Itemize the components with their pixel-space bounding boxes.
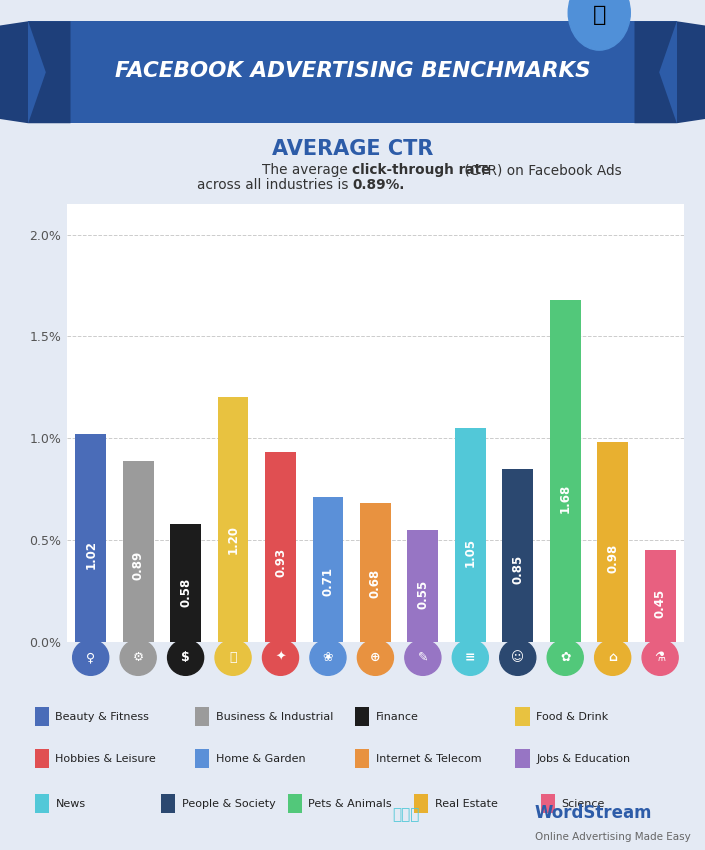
Text: 0.45: 0.45 (654, 589, 667, 618)
Bar (407, 530, 439, 642)
Circle shape (500, 640, 536, 675)
Circle shape (405, 640, 441, 675)
Text: Hobbies & Leisure: Hobbies & Leisure (56, 754, 157, 763)
Text: WordStream: WordStream (535, 804, 652, 822)
Text: ✦: ✦ (275, 651, 286, 664)
FancyBboxPatch shape (515, 706, 529, 727)
Text: click-through rate: click-through rate (352, 163, 491, 177)
Text: across all industries is: across all industries is (197, 178, 352, 192)
FancyBboxPatch shape (35, 749, 49, 768)
Circle shape (120, 640, 157, 675)
Text: 1.68: 1.68 (559, 484, 572, 513)
Text: AVERAGE CTR: AVERAGE CTR (272, 139, 433, 159)
Text: ♀: ♀ (86, 651, 95, 664)
FancyBboxPatch shape (355, 706, 369, 727)
Text: 0.85: 0.85 (511, 554, 525, 584)
Bar (312, 497, 343, 642)
Text: ⊕: ⊕ (370, 651, 381, 664)
Bar (265, 452, 296, 642)
Circle shape (453, 640, 489, 675)
FancyBboxPatch shape (161, 794, 176, 813)
Text: The average: The average (262, 163, 352, 177)
FancyBboxPatch shape (541, 794, 555, 813)
FancyBboxPatch shape (195, 706, 209, 727)
Text: Food & Drink: Food & Drink (536, 711, 608, 722)
Text: Home & Garden: Home & Garden (216, 754, 305, 763)
Circle shape (642, 640, 678, 675)
FancyBboxPatch shape (195, 749, 209, 768)
Circle shape (73, 640, 109, 675)
FancyBboxPatch shape (515, 749, 529, 768)
Bar (360, 503, 391, 642)
Text: Science: Science (561, 798, 605, 808)
Text: 👍: 👍 (593, 5, 606, 25)
Text: Finance: Finance (376, 711, 419, 722)
Text: ⚙: ⚙ (133, 651, 144, 664)
Text: 0.55: 0.55 (417, 580, 429, 609)
Text: (CTR) on Facebook Ads: (CTR) on Facebook Ads (460, 163, 622, 177)
Text: ≡: ≡ (465, 651, 476, 664)
Bar (644, 550, 675, 642)
Text: Internet & Telecom: Internet & Telecom (376, 754, 482, 763)
FancyBboxPatch shape (35, 706, 49, 727)
Text: ⚗: ⚗ (654, 651, 666, 664)
Text: 〜〜〜: 〜〜〜 (392, 807, 419, 822)
Bar (123, 461, 154, 642)
Text: 1.05: 1.05 (464, 537, 477, 566)
Text: People & Society: People & Society (182, 798, 276, 808)
Circle shape (568, 0, 630, 50)
Text: ✎: ✎ (417, 651, 428, 664)
Text: Online Advertising Made Easy: Online Advertising Made Easy (535, 832, 690, 842)
Bar (597, 442, 628, 642)
Bar (218, 398, 248, 642)
FancyBboxPatch shape (35, 794, 49, 813)
Text: ☺: ☺ (511, 651, 525, 664)
Text: ⌂: ⌂ (608, 651, 617, 664)
Bar (455, 428, 486, 642)
FancyBboxPatch shape (414, 794, 429, 813)
Bar (550, 300, 581, 642)
Circle shape (215, 640, 251, 675)
Circle shape (168, 640, 204, 675)
Text: Beauty & Fitness: Beauty & Fitness (56, 711, 149, 722)
Text: 1.02: 1.02 (84, 540, 97, 569)
Circle shape (357, 640, 393, 675)
Text: 0.68: 0.68 (369, 569, 382, 598)
Text: Business & Industrial: Business & Industrial (216, 711, 333, 722)
Circle shape (262, 640, 298, 675)
Text: 0.89%.: 0.89%. (352, 178, 405, 192)
Circle shape (594, 640, 631, 675)
Text: News: News (56, 798, 85, 808)
FancyBboxPatch shape (355, 749, 369, 768)
Text: ✿: ✿ (560, 651, 570, 664)
Text: 0.71: 0.71 (321, 567, 334, 596)
Text: FACEBOOK ADVERTISING BENCHMARKS: FACEBOOK ADVERTISING BENCHMARKS (115, 60, 590, 81)
Text: 0.89: 0.89 (132, 551, 145, 581)
Circle shape (310, 640, 346, 675)
Text: Pets & Animals: Pets & Animals (308, 798, 392, 808)
Text: 0.98: 0.98 (606, 543, 619, 573)
Text: ❀: ❀ (323, 651, 333, 664)
Text: 0.58: 0.58 (179, 577, 192, 607)
Bar (75, 434, 106, 642)
Bar (503, 468, 533, 642)
Text: Jobs & Education: Jobs & Education (536, 754, 630, 763)
Text: 1.20: 1.20 (226, 524, 240, 553)
Text: $: $ (181, 651, 190, 664)
Text: 0.93: 0.93 (274, 547, 287, 577)
Text: 🍴: 🍴 (229, 651, 237, 664)
FancyBboxPatch shape (288, 794, 302, 813)
Bar (170, 524, 201, 642)
Text: Real Estate: Real Estate (435, 798, 498, 808)
Circle shape (547, 640, 583, 675)
